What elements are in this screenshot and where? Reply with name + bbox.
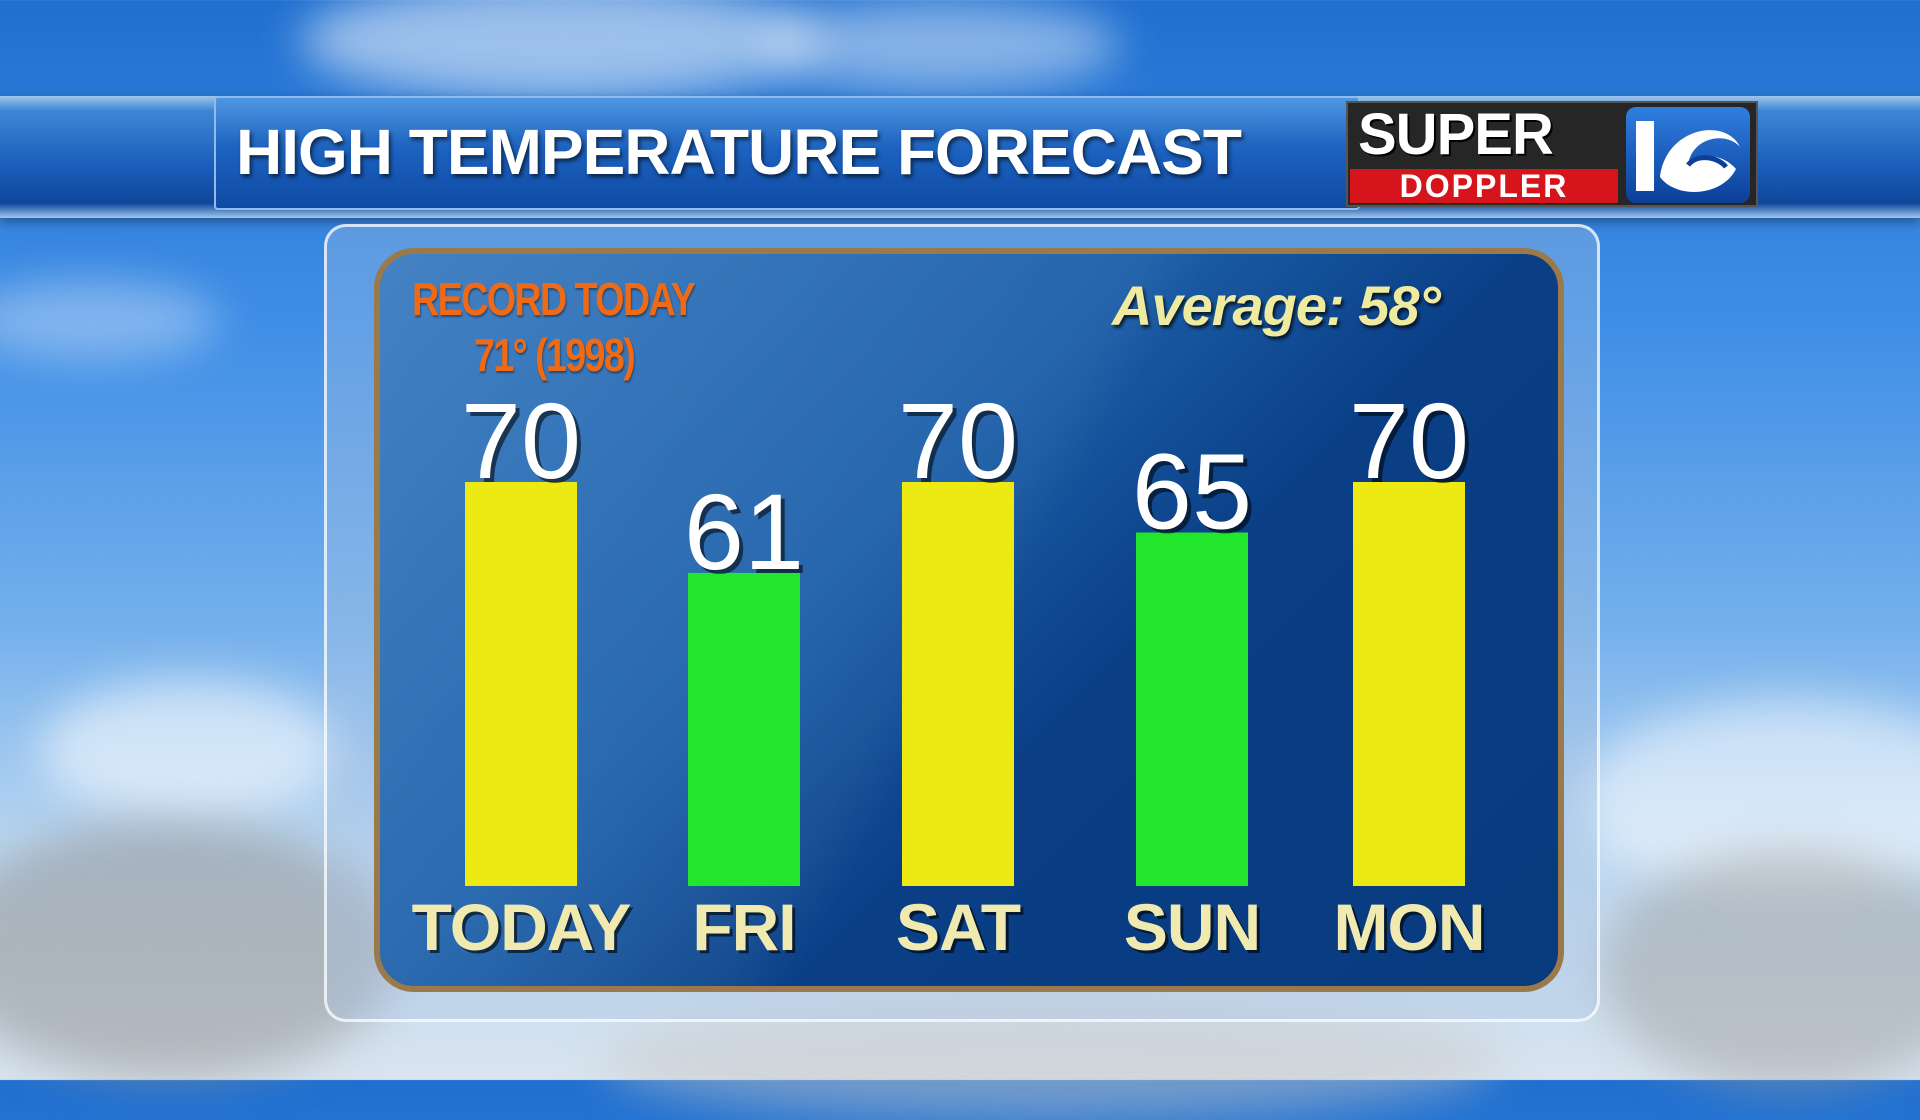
logo-doppler-text: DOPPLER: [1350, 169, 1618, 203]
category-label-today: TODAY: [412, 890, 631, 964]
title-panel: [214, 96, 1360, 210]
value-label-shadow: 70: [465, 384, 585, 505]
category-label-shadow: SUN: [1127, 893, 1263, 967]
value-label-shadow: 61: [688, 475, 808, 596]
bar-mon: [1353, 482, 1465, 886]
category-label-shadow: SAT: [899, 893, 1024, 967]
logo-badge: [1626, 107, 1750, 203]
bar-chart: 7070TODAYTODAY6161FRIFRI7070SATSAT6565SU…: [411, 380, 1489, 967]
value-label-fri: 61: [684, 471, 804, 592]
category-label-sun: SUN: [1124, 890, 1260, 964]
category-label-shadow: FRI: [695, 893, 798, 967]
value-label-shadow: 65: [1136, 435, 1256, 556]
cloud: [760, 0, 1120, 90]
chart-title: HIGH TEMPERATURE FORECAST: [236, 116, 1242, 188]
cloud: [0, 280, 220, 360]
category-label-mon: MON: [1334, 890, 1485, 964]
cloud: [300, 0, 820, 100]
value-label-today: 70: [461, 380, 581, 501]
record-value: 71° (1998): [474, 329, 636, 381]
logo-super-text: SUPER: [1358, 102, 1554, 167]
cloud: [1600, 850, 1920, 1090]
category-label-sat: SAT: [896, 890, 1021, 964]
bar-sat: [902, 482, 1014, 886]
value-label-sun: 65: [1132, 431, 1252, 552]
bar-today: [465, 482, 577, 886]
bar-fri: [688, 572, 800, 886]
value-label-shadow: 70: [902, 384, 1022, 505]
category-label-fri: FRI: [692, 890, 795, 964]
record-label: RECORD TODAY: [412, 273, 696, 325]
cloud: [40, 680, 340, 820]
value-label-shadow: 70: [1353, 384, 1473, 505]
cloud: [0, 820, 400, 1080]
category-label-shadow: MON: [1337, 893, 1488, 967]
station-logo: SUPER DOPPLER: [1346, 101, 1758, 207]
value-label-sat: 70: [898, 380, 1018, 501]
wave-10-icon: [1636, 121, 1740, 192]
average-temperature: Average: 58°: [1112, 274, 1441, 337]
value-label-mon: 70: [1349, 380, 1469, 501]
bar-sun: [1136, 532, 1248, 886]
category-label-shadow: TODAY: [415, 893, 634, 967]
